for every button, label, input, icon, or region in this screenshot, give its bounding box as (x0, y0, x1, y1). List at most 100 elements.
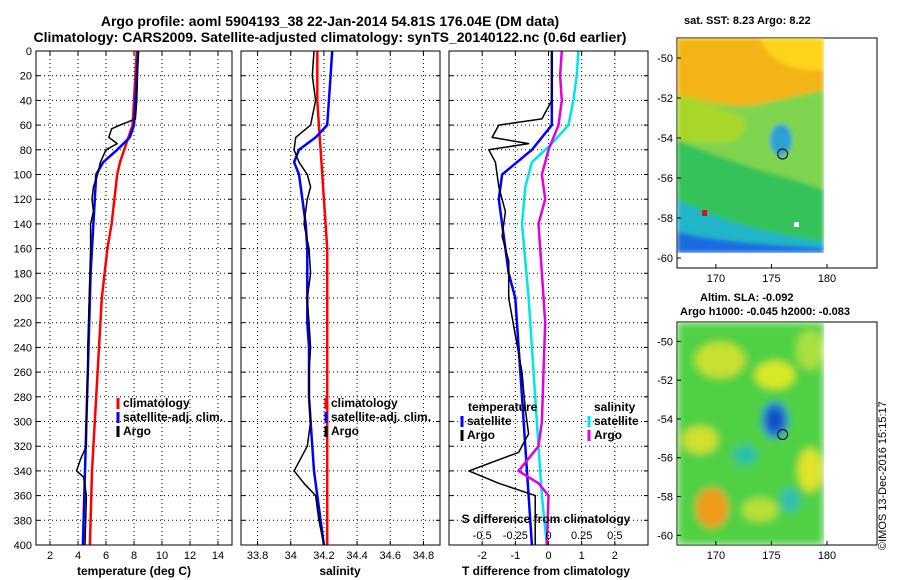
difference-panel: -2 -1 0 1 2 -0.5 -0.25 0 0.25 0.5 temperature sali… (448, 50, 649, 578)
legend-label-s-0: climatology (331, 396, 398, 410)
map-y-tick-label-3: -56 (657, 453, 673, 465)
x-tick-label-2: 0 (545, 550, 551, 562)
map-y-tick-label-5: -60 (657, 530, 673, 542)
difference-legend: temperature salinitysatelliteArgosatellit… (460, 400, 639, 442)
legend-label-t-2: Argo (123, 424, 151, 438)
sla-high-1 (695, 342, 745, 378)
y-tick-label-140: 140 (14, 219, 32, 231)
s-tick-label-1: -0.25 (503, 530, 528, 542)
y-tick-label-120: 120 (14, 194, 32, 206)
chart-title-line-1: Argo profile: aoml 5904193_38 22-Jan-201… (100, 13, 560, 29)
x-tick-label-2: 6 (103, 550, 109, 562)
sla-map-panel: -50 -52 -54 -56 -58 -60 170 175 180 (657, 321, 878, 562)
map-x-tick-label-1: 175 (762, 273, 780, 285)
y-tick-label-300: 300 (14, 417, 32, 429)
temperature-x-label: temperature (deg C) (77, 564, 191, 578)
map-y-tick-label-0: -50 (657, 336, 673, 348)
legend-label-t-1: satellite-adj. clim. (123, 410, 223, 424)
sla-low-1 (733, 445, 757, 465)
series-line-d-3 (517, 51, 564, 545)
sla-map-image (677, 322, 824, 545)
x-tick-label-2: 34.2 (313, 550, 334, 562)
legend-title-temperature: temperature (468, 400, 538, 414)
y-tick-label-340: 340 (14, 466, 32, 478)
map-x-tick-label-2: 180 (818, 550, 836, 562)
map-y-tick-label-5: -60 (657, 253, 673, 265)
map-x-tick-label-1: 175 (762, 550, 780, 562)
series-line-d-1 (468, 51, 553, 545)
s-tick-label-4: 0.5 (607, 530, 622, 542)
sla-high-6 (742, 498, 778, 522)
sla-argo-location-marker (777, 429, 789, 440)
legend-label-s-2: Argo (331, 424, 359, 438)
salinity-lines (292, 51, 334, 545)
x-tick-label-3: 34.4 (346, 550, 367, 562)
legend-label-d-2: satellite (594, 414, 639, 428)
x-tick-label-1: -1 (510, 550, 520, 562)
map-y-tick-label-1: -52 (657, 375, 673, 387)
map-y-tick-label-3: -56 (657, 173, 673, 185)
sst-cold-eddy (770, 124, 792, 156)
difference-s-label: S difference from climatology (462, 512, 631, 526)
temperature-ticks: 0 20 40 60 80 100 120 140 160 180 200 220 240 260 280 3… (14, 46, 232, 562)
sla-high-2 (755, 361, 795, 389)
x-tick-label-0: 2 (47, 550, 53, 562)
sla-map-ticks: -50 -52 -54 -56 -58 -60 170 175 180 (657, 336, 836, 562)
map-y-tick-label-2: -54 (657, 414, 673, 426)
sla-high-3 (796, 330, 824, 370)
series-line-d-2 (520, 51, 580, 545)
sst-missing-pixel (794, 222, 799, 227)
sst-hot-pixel (702, 210, 707, 216)
legend-label-s-1: satellite-adj. clim. (331, 410, 431, 424)
x-tick-label-4: 10 (156, 550, 168, 562)
sst-mid-band (677, 95, 746, 143)
x-tick-label-0: -2 (477, 550, 487, 562)
x-tick-label-1: 4 (75, 550, 81, 562)
legend-label-d-3: Argo (594, 428, 622, 442)
y-tick-label-40: 40 (20, 95, 32, 107)
y-tick-label-200: 200 (14, 293, 32, 305)
x-tick-label-0: 33.8 (247, 550, 268, 562)
series-line-t-2 (75, 51, 139, 545)
sst-coldest-band (677, 232, 824, 253)
y-tick-label-360: 360 (14, 491, 32, 503)
temperature-lines (75, 51, 140, 545)
sla-map-title: Altim. SLA: -0.092 (700, 292, 794, 304)
legend-label-d-1: Argo (467, 428, 495, 442)
sla-map-subtitle: Argo h1000: -0.045 h2000: -0.083 (680, 306, 850, 318)
s-tick-label-0: -0.5 (473, 530, 492, 542)
series-line-d-0 (497, 51, 554, 545)
series-line-s-2 (293, 51, 325, 545)
sst-warm-ne (760, 38, 824, 71)
y-tick-label-100: 100 (14, 170, 32, 182)
sla-high-orange (696, 488, 728, 528)
sst-map-title: sat. SST: 8.23 Argo: 8.22 (684, 15, 811, 27)
x-tick-label-5: 12 (184, 550, 196, 562)
difference-grid (449, 51, 648, 545)
y-tick-label-60: 60 (20, 120, 32, 132)
x-tick-label-6: 14 (212, 550, 224, 562)
salinity-ticks: 33.8 34 34.2 34.4 34.6 34.8 (241, 50, 440, 562)
temperature-panel: 0 20 40 60 80 100 120 140 160 180 200 220 240 260 280 3… (14, 46, 233, 578)
map-x-tick-label-2: 180 (818, 273, 836, 285)
s-tick-label-2: 0 (545, 530, 551, 542)
salinity-x-label: salinity (319, 564, 361, 578)
salinity-grid (241, 51, 440, 545)
chart-title-line-2: Climatology: CARS2009. Satellite-adjuste… (33, 29, 627, 45)
salinity-panel: 33.8 34 34.2 34.4 34.6 34.8 climatologysatell… (240, 50, 441, 578)
s-tick-label-3: 0.25 (571, 530, 592, 542)
difference-t-label: T difference from climatology (462, 564, 630, 578)
difference-lines (468, 51, 580, 545)
sst-argo-location-marker (777, 148, 789, 160)
sst-map-image (677, 38, 824, 253)
y-tick-label-160: 160 (14, 244, 32, 256)
sst-map-ticks: -50 -52 -54 -56 -58 -60 170 175 180 (657, 53, 836, 285)
x-tick-label-3: 1 (579, 550, 585, 562)
legend-label-t-0: climatology (123, 396, 190, 410)
map-x-tick-label-0: 170 (707, 550, 725, 562)
x-tick-label-4: 34.6 (380, 550, 401, 562)
map-y-tick-label-0: -50 (657, 53, 673, 65)
y-tick-label-0: 0 (26, 46, 32, 58)
y-tick-label-280: 280 (14, 392, 32, 404)
